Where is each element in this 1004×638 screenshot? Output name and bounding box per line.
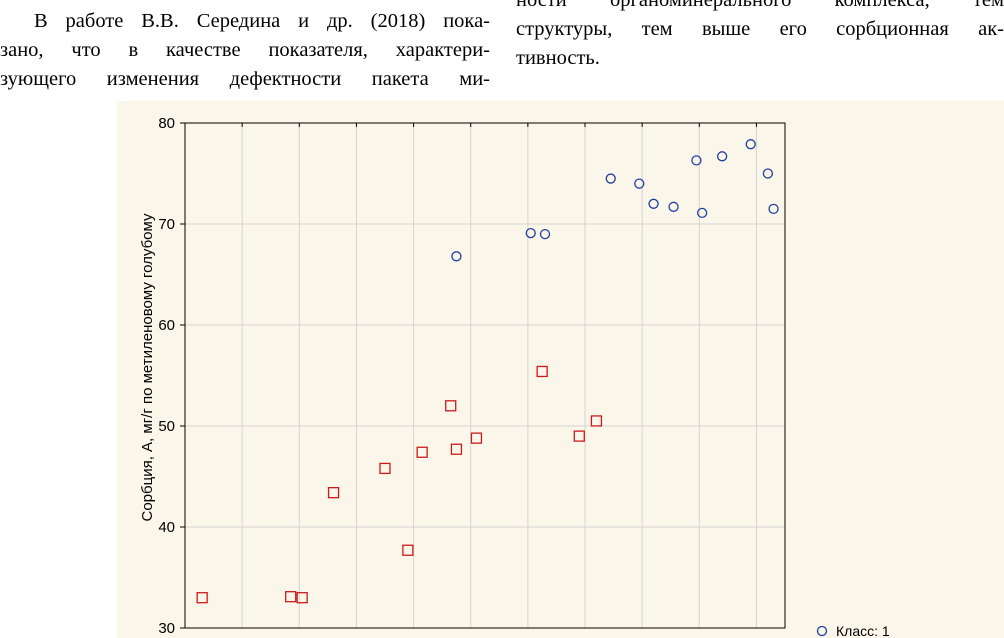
data-point-square [285, 591, 297, 603]
data-point-circle [634, 178, 645, 189]
right-text-line: структуры, тем выше его сорбционная ак- [516, 18, 1004, 40]
left-text-line: зано, что в качестве показателя, характе… [0, 39, 490, 61]
data-point-circle [648, 198, 659, 209]
data-point-square [590, 415, 603, 427]
data-point-square [327, 487, 340, 499]
left-text-line: В работе В.В. Середина и др. (2018) пока… [34, 10, 490, 32]
data-point-square [402, 544, 414, 556]
data-point-square [445, 400, 457, 412]
right-text-line: ности органоминерального комплекса, тем [516, 0, 1004, 11]
data-point-square [296, 592, 308, 604]
data-point-circle [539, 228, 551, 240]
legend-label: Класс: 1 [836, 623, 890, 638]
data-point-circle [668, 201, 679, 212]
legend-marker-circle [816, 625, 828, 637]
data-point-circle [691, 155, 702, 166]
right-column-paragraph: ности органоминерального комплекса, тем … [516, 0, 1004, 73]
left-text-line: зующего изменения дефектности пакета ми- [0, 68, 490, 90]
y-tick-label: 50 [158, 418, 175, 435]
data-point-circle [696, 207, 708, 219]
data-point-circle [525, 227, 536, 239]
data-point-circle [605, 173, 616, 184]
data-point-square [416, 446, 428, 458]
data-point-square [450, 443, 463, 455]
y-axis: 30 40 50 60 70 80 [158, 115, 757, 637]
y-tick-label: 70 [158, 216, 175, 233]
data-point-circle [716, 151, 728, 162]
y-tick-label: 60 [158, 317, 175, 334]
legend: Класс: 1 [816, 623, 890, 638]
data-point-square [573, 430, 585, 442]
left-column-paragraph: В работе В.В. Середина и др. (2018) пока… [0, 7, 490, 94]
data-point-square [379, 462, 391, 475]
y-tick-label: 40 [158, 519, 175, 536]
data-point-square [536, 365, 548, 378]
right-text-line: тивность. [516, 47, 600, 69]
y-tick-label: 80 [158, 115, 175, 132]
data-point-square [196, 592, 208, 604]
data-points [196, 139, 779, 604]
data-point-square [470, 432, 483, 444]
y-tick-label: 30 [158, 620, 175, 637]
data-point-circle [768, 203, 779, 215]
plot-frame [184, 122, 786, 629]
data-point-circle [451, 251, 462, 262]
figure-background [117, 101, 1004, 638]
data-point-circle [762, 168, 774, 179]
y-axis-label: Сорбция, А, мг/г по метиленовому голубом… [139, 213, 156, 522]
data-point-circle [745, 139, 756, 150]
grid-lines [185, 123, 785, 628]
